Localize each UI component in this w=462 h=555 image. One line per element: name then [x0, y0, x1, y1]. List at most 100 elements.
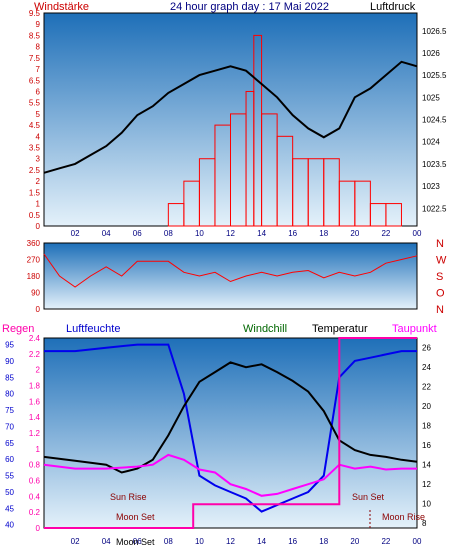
humidity-tick: 65	[5, 439, 14, 448]
panel2-plot-area	[43, 242, 418, 310]
wind-speed-tick: 1.5	[29, 188, 41, 197]
rain-axis: 0 0.2 0.4 0.6 0.8 1 1.2 1.4 1.6 1.8 2 2.2 2.4	[29, 334, 41, 533]
windchill-label: Windchill	[243, 323, 287, 335]
rain-tick: 1.4	[29, 413, 41, 422]
rain-tick: 0.8	[29, 461, 41, 470]
temperature-tick: 10	[422, 500, 431, 509]
moon-set-label: Moon Set	[116, 512, 155, 522]
x-tick-label: 04	[102, 229, 111, 238]
wind-speed-tick: 0	[36, 222, 41, 231]
rain-tick: 1.8	[29, 382, 41, 391]
graph-title: 24 hour graph day : 17 Mai 2022	[170, 1, 329, 13]
wind-speed-tick: 9.5	[29, 9, 41, 18]
wind-speed-tick: 9	[36, 20, 41, 29]
x-tick-label: 06	[133, 537, 142, 546]
rain-tick: 2.2	[29, 350, 41, 359]
temperature-tick: 20	[422, 402, 431, 411]
wind-speed-label: Windstärke	[34, 1, 89, 13]
wind-speed-tick: 6	[36, 87, 41, 96]
sun-set-label: Sun Set	[352, 492, 385, 502]
wind-speed-tick: 5.5	[29, 99, 41, 108]
wind-gust-bars	[167, 34, 402, 227]
x-tick-label: 00	[413, 537, 422, 546]
x-tick-label: 14	[257, 229, 266, 238]
x-tick-label: 16	[288, 229, 297, 238]
rain-tick: 2	[36, 366, 41, 375]
x-tick-label: 22	[381, 537, 390, 546]
wind-speed-tick: 1	[36, 200, 41, 209]
wind-speed-tick: 2.5	[29, 166, 41, 175]
humidity-tick: 40	[5, 521, 14, 530]
x-tick-label: 12	[226, 537, 235, 546]
temperature-tick: 26	[422, 344, 431, 353]
humidity-tick: 60	[5, 455, 14, 464]
wind-speed-tick: 6.5	[29, 76, 41, 85]
wind-speed-tick: 3	[36, 155, 41, 164]
wind-direction-line	[43, 253, 418, 288]
pressure-axis: 1022.5 1023 1023.5 1024 1024.5 1025 1025.5 1026…	[422, 27, 447, 214]
compass-label: O	[436, 288, 445, 300]
pressure-tick: 1024.5	[422, 116, 447, 125]
x-tick-label: 04	[102, 537, 111, 546]
wind-speed-tick: 0.5	[29, 211, 41, 220]
rain-tick: 0.4	[29, 492, 41, 501]
pressure-tick: 1023.5	[422, 160, 447, 169]
sun-rise-label: Sun Rise	[110, 492, 147, 502]
wind-speed-tick: 5	[36, 110, 41, 119]
humidity-tick: 45	[5, 504, 14, 513]
temperature-tick: 16	[422, 441, 431, 450]
compass-label: N	[436, 304, 444, 316]
humidity-tick: 70	[5, 422, 14, 431]
temperature-tick: 8	[422, 519, 427, 528]
x-tick-label: 20	[350, 537, 359, 546]
moon-set-bottom-label: Moon Set	[116, 537, 155, 547]
temperature-tick: 14	[422, 461, 431, 470]
pressure-tick: 1022.5	[422, 204, 447, 213]
wind-speed-tick: 4.5	[29, 121, 41, 130]
wind-speed-tick: 3.5	[29, 144, 41, 153]
wind-speed-tick: 2	[36, 177, 41, 186]
direction-axis: 0 90 180 270 360	[27, 239, 41, 314]
temperature-tick: 24	[422, 363, 431, 372]
pressure-tick: 1024	[422, 138, 440, 147]
dewpoint-line	[43, 453, 417, 497]
x-tick-label: 18	[319, 537, 328, 546]
wind-speed-tick: 4	[36, 132, 41, 141]
compass-label: N	[436, 238, 444, 250]
x-tick-label: 08	[164, 537, 173, 546]
temperature-label: Temperatur	[312, 323, 368, 335]
rain-line	[44, 337, 417, 529]
panel-temp-humidity: Regen Luftfeuchte Windchill Temperatur T…	[2, 323, 437, 547]
pressure-tick: 1026	[422, 49, 440, 58]
x-tick-label: 10	[195, 537, 204, 546]
humidity-axis: 40 45 50 55 60 65 70 75 80 85 90 95	[5, 341, 14, 530]
moon-rise-label: Moon Rise	[382, 512, 425, 522]
panel-wind-pressure: Windstärke 24 hour graph day : 17 Mai 20…	[29, 1, 447, 238]
wind-gust-bar	[385, 203, 402, 227]
humidity-tick: 80	[5, 390, 14, 399]
panel1-time-axis: 02 04 06 08 10 12 14 16 18 20 22 00	[71, 229, 422, 238]
compass-label: W	[436, 255, 447, 267]
rain-tick: 0.2	[29, 508, 41, 517]
x-tick-label: 18	[319, 229, 328, 238]
wind-speed-tick: 8.5	[29, 31, 41, 40]
rain-tick: 1.2	[29, 429, 41, 438]
x-tick-label: 16	[288, 537, 297, 546]
humidity-label: Luftfeuchte	[66, 323, 120, 335]
rain-tick: 2.4	[29, 334, 41, 343]
direction-tick: 360	[27, 239, 41, 248]
pressure-tick: 1026.5	[422, 27, 447, 36]
pressure-tick: 1025	[422, 93, 440, 102]
direction-tick: 180	[27, 272, 41, 281]
temperature-tick: 12	[422, 480, 431, 489]
direction-tick: 0	[36, 305, 41, 314]
temperature-line	[43, 361, 418, 474]
humidity-tick: 50	[5, 488, 14, 497]
dewpoint-label: Taupunkt	[392, 323, 437, 335]
pressure-line	[43, 60, 418, 174]
pressure-tick: 1023	[422, 182, 440, 191]
x-tick-label: 00	[413, 229, 422, 238]
